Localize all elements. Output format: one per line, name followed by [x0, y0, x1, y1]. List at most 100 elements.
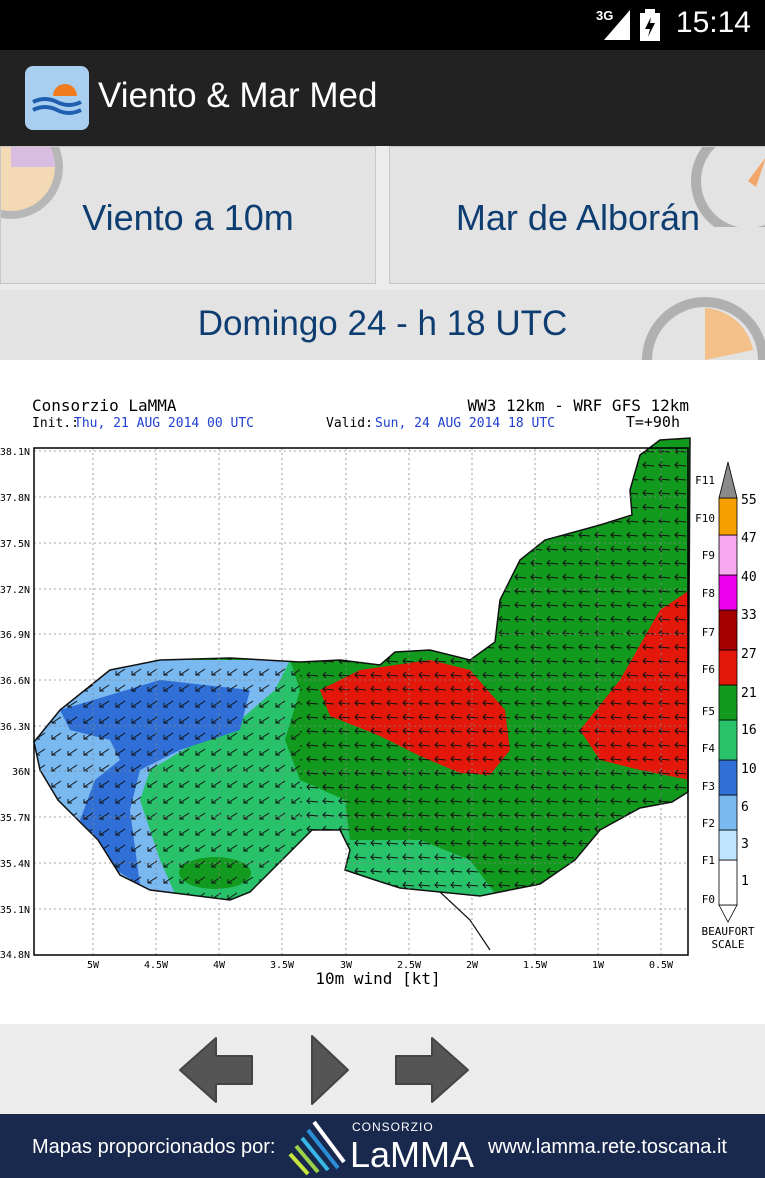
scale-threshold: 10 — [741, 762, 757, 777]
scale-band — [718, 534, 738, 576]
lon-tick: 1W — [592, 960, 605, 971]
scale-band — [718, 609, 738, 651]
lon-tick: 0.5W — [649, 960, 674, 971]
network-type: 3G — [596, 8, 614, 23]
lon-tick: 4W — [213, 960, 226, 971]
lon-tick: 3.5W — [270, 960, 295, 971]
scale-band — [718, 497, 738, 536]
beaufort-label: F6 — [702, 663, 715, 676]
sea-button[interactable]: Mar de Alborán — [389, 146, 765, 284]
lon-tick: 1.5W — [523, 960, 548, 971]
beaufort-label: F10 — [695, 512, 715, 525]
lon-tick: 2W — [466, 960, 479, 971]
beaufort-label: F7 — [702, 626, 715, 639]
scale-threshold: 16 — [741, 723, 757, 738]
footer-logo-big: LaMMA — [350, 1134, 475, 1175]
lon-tick: 2.5W — [397, 960, 422, 971]
beaufort-label: F8 — [702, 587, 715, 600]
action-bar: Viento & Mar Med — [0, 50, 765, 146]
status-bar: 3G 15:14 — [0, 0, 765, 50]
scale-arrow-low — [718, 904, 738, 923]
sea-button-label: Mar de Alborán — [455, 197, 701, 238]
scale-threshold: 33 — [741, 608, 757, 623]
lat-tick: 37.2N — [0, 585, 30, 596]
map-forecast-time: T=+90h — [626, 413, 680, 431]
scale-band — [718, 794, 738, 831]
beaufort-label: F3 — [702, 780, 715, 793]
scale-band — [718, 574, 738, 611]
beaufort-label: F9 — [702, 549, 715, 562]
x-axis-label: 10m wind [kt] — [315, 969, 440, 988]
pie-chart-icon — [1, 147, 63, 219]
scale-threshold: 27 — [741, 647, 757, 662]
scale-threshold: 55 — [741, 493, 757, 508]
border-line — [439, 891, 491, 951]
app-title: Viento & Mar Med — [98, 76, 378, 115]
lon-tick: 3W — [340, 960, 353, 971]
wind-button-label: Viento a 10m — [82, 197, 294, 238]
scale-arrow-high — [718, 461, 738, 499]
play-icon — [311, 1035, 349, 1105]
pie-chart-icon — [642, 297, 765, 360]
clock: 15:14 — [675, 6, 751, 39]
lat-tick: 36N — [12, 767, 30, 778]
next-button[interactable] — [394, 1032, 470, 1108]
map-init-value: Thu, 21 AUG 2014 00 UTC — [74, 416, 254, 431]
grid — [34, 448, 688, 955]
lat-tick: 35.7N — [0, 813, 30, 824]
app-icon — [25, 66, 89, 130]
scale-title: SCALE — [711, 938, 744, 951]
lon-tick: 5W — [87, 960, 100, 971]
scale-threshold: 40 — [741, 570, 757, 585]
play-button[interactable] — [308, 1032, 352, 1108]
forecast-date: Domingo 24 - h 18 UTC — [197, 304, 568, 343]
lat-tick: 37.5N — [0, 539, 30, 550]
beaufort-label: F5 — [702, 705, 715, 718]
wind-button[interactable]: Viento a 10m — [0, 146, 376, 284]
scale-band — [718, 719, 738, 761]
scale-band — [718, 649, 738, 686]
beaufort-label: F2 — [702, 817, 715, 830]
lat-axis: 38.1N 37.8N 37.5N 37.2N 36.9N 36.6N 36.3… — [0, 447, 30, 961]
beaufort-label: F0 — [702, 893, 715, 906]
map-valid-label: Valid: — [326, 416, 373, 431]
footer: Mapas proporcionados por: CONSORZIO LaMM… — [0, 1114, 765, 1178]
compass-icon — [691, 147, 765, 227]
lat-tick: 37.8N — [0, 493, 30, 504]
lat-tick: 35.1N — [0, 905, 30, 916]
navigation-bar — [0, 1024, 765, 1114]
footer-credit: Mapas proporcionados por: — [32, 1136, 276, 1158]
beaufort-label: F4 — [702, 742, 716, 755]
footer-site-link[interactable]: www.lamma.rete.toscana.it — [488, 1136, 727, 1158]
beaufort-label: F11 — [695, 474, 715, 487]
scale-band — [718, 859, 738, 906]
beaufort-label: F1 — [702, 854, 715, 867]
lat-tick: 38.1N — [0, 447, 30, 458]
arrow-right-icon — [395, 1037, 469, 1103]
wind-map: Consorzio LaMMA WW3 12km - WRF GFS 12km … — [0, 396, 757, 988]
arrow-left-icon — [179, 1037, 253, 1103]
scale-band — [718, 684, 738, 721]
map-header-right: WW3 12km - WRF GFS 12km — [467, 396, 689, 415]
lon-axis: 5W 4.5W 4W 3.5W 3W 2.5W 2W 1.5W 1W 0.5W — [87, 960, 674, 971]
scale-band — [718, 829, 738, 861]
lon-tick: 4.5W — [144, 960, 169, 971]
scale-threshold: 3 — [741, 837, 749, 852]
scale-band — [718, 759, 738, 796]
previous-button[interactable] — [178, 1032, 254, 1108]
lamma-logo-icon — [288, 1120, 346, 1176]
scale-threshold: 21 — [741, 686, 757, 701]
plot-frame — [33, 447, 689, 956]
lat-tick: 35.4N — [0, 859, 30, 870]
wind-map-panel: Consorzio LaMMA WW3 12km - WRF GFS 12km … — [0, 360, 765, 1024]
scale-threshold: 47 — [741, 531, 757, 546]
map-header-left: Consorzio LaMMA — [32, 396, 177, 415]
map-valid-value: Sun, 24 AUG 2014 18 UTC — [375, 416, 555, 431]
lat-tick: 36.3N — [0, 722, 30, 733]
scale-threshold: 1 — [741, 874, 749, 889]
lat-tick: 36.6N — [0, 676, 30, 687]
battery-icon — [640, 9, 660, 41]
lat-tick: 34.8N — [0, 950, 30, 961]
map-init-label: Init.: — [32, 416, 79, 431]
signal-icon — [604, 10, 630, 40]
